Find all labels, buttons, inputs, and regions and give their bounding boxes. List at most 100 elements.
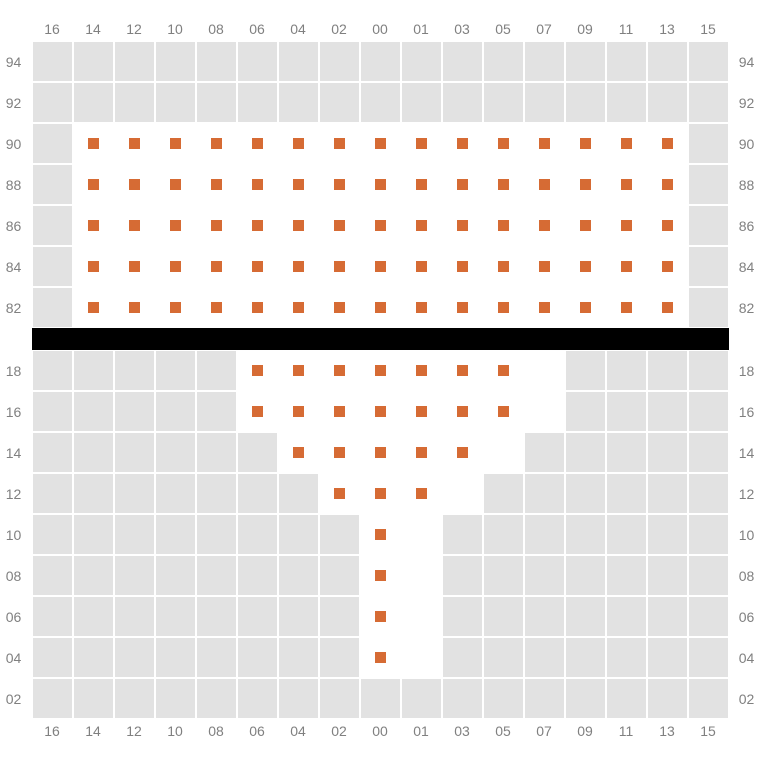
seat-marked[interactable] bbox=[155, 246, 196, 287]
seat-marked[interactable] bbox=[237, 350, 278, 391]
seat-marked[interactable] bbox=[483, 350, 524, 391]
seat-marked[interactable] bbox=[401, 287, 442, 328]
seat-marked[interactable] bbox=[196, 287, 237, 328]
seat-marked[interactable] bbox=[647, 164, 688, 205]
seat-marked[interactable] bbox=[360, 123, 401, 164]
seat-marked[interactable] bbox=[73, 205, 114, 246]
seat-available[interactable] bbox=[483, 432, 524, 473]
seat-marked[interactable] bbox=[278, 350, 319, 391]
seat-marked[interactable] bbox=[442, 205, 483, 246]
seat-marked[interactable] bbox=[196, 246, 237, 287]
seat-marked[interactable] bbox=[606, 205, 647, 246]
seat-marked[interactable] bbox=[237, 287, 278, 328]
seat-marked[interactable] bbox=[401, 473, 442, 514]
seat-marked[interactable] bbox=[319, 123, 360, 164]
seat-marked[interactable] bbox=[442, 391, 483, 432]
seat-marked[interactable] bbox=[319, 287, 360, 328]
seat-marked[interactable] bbox=[483, 391, 524, 432]
seat-marked[interactable] bbox=[278, 205, 319, 246]
seat-marked[interactable] bbox=[647, 123, 688, 164]
seat-marked[interactable] bbox=[524, 287, 565, 328]
seat-marked[interactable] bbox=[565, 123, 606, 164]
seat-marked[interactable] bbox=[401, 391, 442, 432]
seat-marked[interactable] bbox=[114, 205, 155, 246]
seat-marked[interactable] bbox=[442, 164, 483, 205]
seat-marked[interactable] bbox=[401, 246, 442, 287]
seat-marked[interactable] bbox=[565, 205, 606, 246]
seat-marked[interactable] bbox=[196, 164, 237, 205]
seat-marked[interactable] bbox=[360, 246, 401, 287]
seat-marked[interactable] bbox=[524, 164, 565, 205]
seat-marked[interactable] bbox=[442, 287, 483, 328]
seat-marked[interactable] bbox=[442, 350, 483, 391]
seat-marked[interactable] bbox=[483, 205, 524, 246]
seat-marked[interactable] bbox=[442, 123, 483, 164]
seat-marked[interactable] bbox=[401, 205, 442, 246]
seat-marked[interactable] bbox=[237, 205, 278, 246]
seat-marked[interactable] bbox=[565, 164, 606, 205]
seat-available[interactable] bbox=[442, 473, 483, 514]
seat-marked[interactable] bbox=[278, 432, 319, 473]
seat-marked[interactable] bbox=[647, 205, 688, 246]
seat-marked[interactable] bbox=[73, 123, 114, 164]
seat-marked[interactable] bbox=[647, 287, 688, 328]
seat-available[interactable] bbox=[524, 350, 565, 391]
seat-marked[interactable] bbox=[360, 205, 401, 246]
seat-marked[interactable] bbox=[278, 287, 319, 328]
seat-marked[interactable] bbox=[360, 637, 401, 678]
seat-marked[interactable] bbox=[483, 246, 524, 287]
seat-marked[interactable] bbox=[647, 246, 688, 287]
seat-marked[interactable] bbox=[319, 164, 360, 205]
seat-marked[interactable] bbox=[360, 164, 401, 205]
seat-available[interactable] bbox=[524, 391, 565, 432]
seat-marked[interactable] bbox=[360, 287, 401, 328]
seat-marked[interactable] bbox=[360, 555, 401, 596]
seat-marked[interactable] bbox=[155, 287, 196, 328]
seat-marked[interactable] bbox=[155, 164, 196, 205]
seat-marked[interactable] bbox=[360, 514, 401, 555]
seat-marked[interactable] bbox=[606, 164, 647, 205]
seat-marked[interactable] bbox=[278, 164, 319, 205]
seat-marked[interactable] bbox=[401, 123, 442, 164]
seat-marked[interactable] bbox=[606, 287, 647, 328]
seat-marked[interactable] bbox=[319, 473, 360, 514]
seat-marked[interactable] bbox=[237, 391, 278, 432]
seat-marked[interactable] bbox=[360, 596, 401, 637]
seat-marked[interactable] bbox=[524, 123, 565, 164]
seat-marked[interactable] bbox=[442, 246, 483, 287]
seat-available[interactable] bbox=[401, 637, 442, 678]
seat-marked[interactable] bbox=[401, 350, 442, 391]
seat-marked[interactable] bbox=[565, 287, 606, 328]
seat-available[interactable] bbox=[401, 596, 442, 637]
seat-marked[interactable] bbox=[237, 123, 278, 164]
seat-marked[interactable] bbox=[319, 205, 360, 246]
seat-marked[interactable] bbox=[565, 246, 606, 287]
seat-marked[interactable] bbox=[319, 246, 360, 287]
seat-marked[interactable] bbox=[483, 164, 524, 205]
seat-marked[interactable] bbox=[360, 350, 401, 391]
seat-marked[interactable] bbox=[237, 164, 278, 205]
seat-marked[interactable] bbox=[360, 391, 401, 432]
seat-marked[interactable] bbox=[278, 123, 319, 164]
seat-marked[interactable] bbox=[360, 432, 401, 473]
seat-marked[interactable] bbox=[483, 287, 524, 328]
seat-marked[interactable] bbox=[196, 205, 237, 246]
seat-marked[interactable] bbox=[114, 246, 155, 287]
seat-marked[interactable] bbox=[278, 391, 319, 432]
seat-marked[interactable] bbox=[401, 432, 442, 473]
seat-marked[interactable] bbox=[606, 123, 647, 164]
seat-marked[interactable] bbox=[196, 123, 237, 164]
seat-marked[interactable] bbox=[73, 287, 114, 328]
seat-marked[interactable] bbox=[606, 246, 647, 287]
seat-marked[interactable] bbox=[360, 473, 401, 514]
seat-marked[interactable] bbox=[155, 123, 196, 164]
seat-marked[interactable] bbox=[319, 432, 360, 473]
seat-marked[interactable] bbox=[319, 391, 360, 432]
seat-marked[interactable] bbox=[237, 246, 278, 287]
seat-marked[interactable] bbox=[278, 246, 319, 287]
seat-marked[interactable] bbox=[319, 350, 360, 391]
seat-marked[interactable] bbox=[524, 246, 565, 287]
seat-marked[interactable] bbox=[114, 287, 155, 328]
seat-marked[interactable] bbox=[442, 432, 483, 473]
seat-marked[interactable] bbox=[114, 123, 155, 164]
